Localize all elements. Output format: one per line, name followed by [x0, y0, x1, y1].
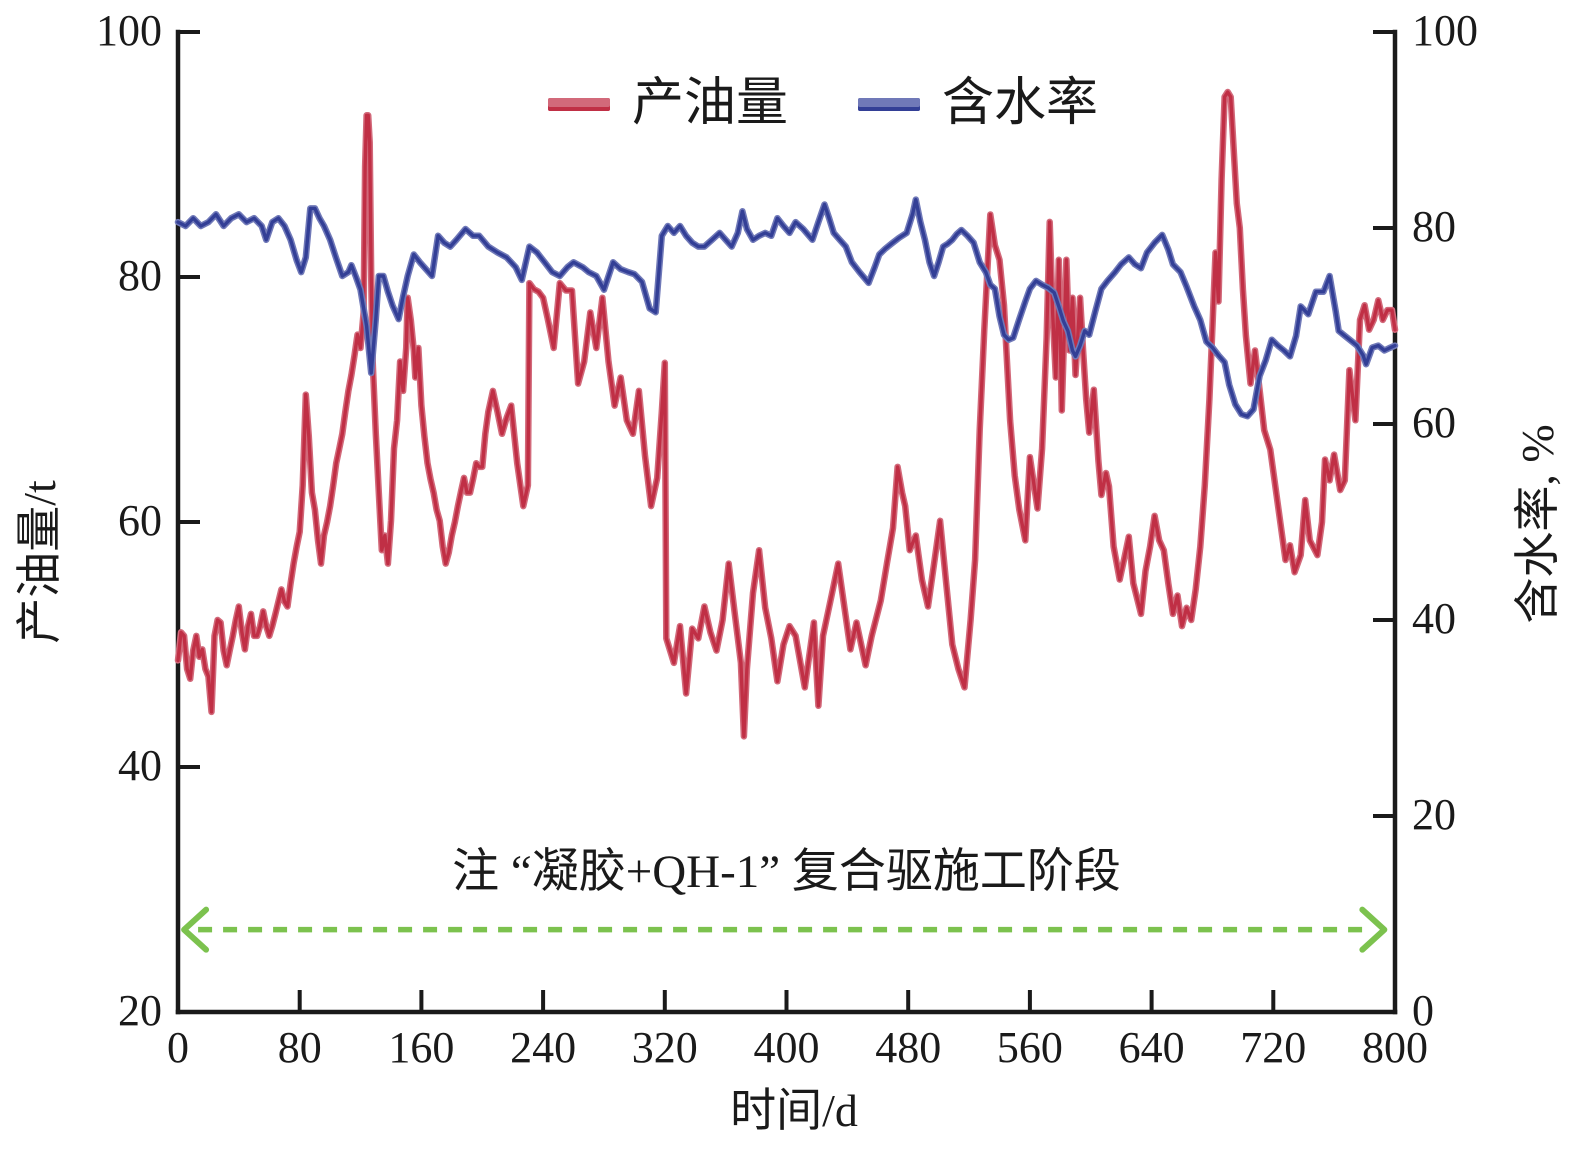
x-tick-label: 640: [1118, 1023, 1185, 1072]
x-tick-label: 80: [277, 1023, 322, 1072]
legend-item-watercut: 含水率: [858, 76, 1098, 132]
legend: 产油量 含水率: [548, 76, 1098, 132]
legend-item-oil: 产油量: [548, 76, 788, 132]
left-tick-label: 100: [96, 6, 162, 55]
x-axis-title: 时间/d: [730, 1085, 858, 1136]
right-tick-label: 40: [1412, 594, 1456, 643]
x-tick-label: 560: [996, 1023, 1063, 1072]
legend-label-oil: 产油量: [632, 75, 789, 132]
left-tick-label: 80: [118, 251, 162, 300]
x-tick-label: 160: [388, 1023, 455, 1072]
right-tick-label: 60: [1412, 398, 1456, 447]
watercut-line-swatch: [858, 97, 921, 111]
stage-annotation-text: 注 “凝胶+QH-1” 复合驱施工阶段: [452, 846, 1121, 898]
right-tick-label: 80: [1412, 202, 1456, 251]
stage-span-arrow: [181, 906, 1388, 953]
left-tick-label: 40: [118, 741, 162, 790]
x-tick-label: 800: [1362, 1023, 1428, 1072]
left-tick-label: 60: [118, 496, 162, 545]
right-tick-label: 100: [1412, 6, 1478, 55]
x-tick-label: 240: [510, 1023, 577, 1072]
x-tick-label: 400: [753, 1023, 820, 1072]
right-tick-label: 20: [1412, 790, 1456, 839]
legend-label-watercut: 含水率: [942, 75, 1099, 132]
x-tick-label: 480: [875, 1023, 942, 1072]
x-tick-label: 0: [167, 1023, 189, 1072]
right-axis-title: 含水率, %: [1512, 424, 1563, 624]
data-series: [174, 88, 1399, 740]
axis-spines: [175, 29, 1398, 1015]
left-axis-title: 产油量/t: [14, 480, 65, 644]
left-tick-label: 20: [118, 986, 162, 1035]
oil-line-swatch: [548, 97, 610, 111]
x-tick-label: 320: [631, 1023, 698, 1072]
x-tick-label: 720: [1240, 1023, 1307, 1072]
right-tick-label: 0: [1412, 986, 1434, 1035]
